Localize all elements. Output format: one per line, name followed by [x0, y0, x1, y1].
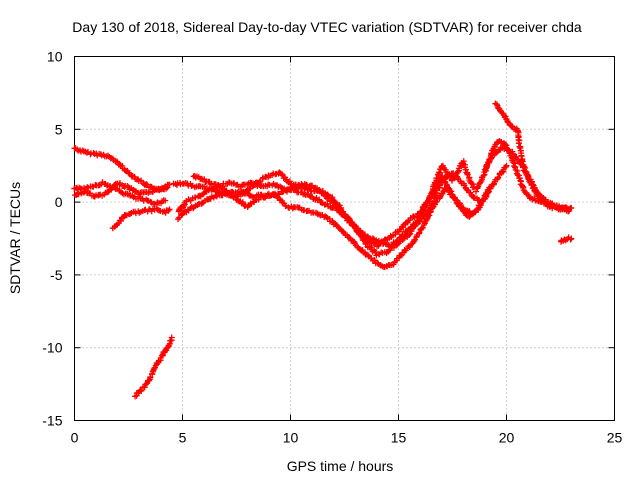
data-point [406, 231, 413, 238]
data-point [504, 118, 511, 125]
data-point [493, 149, 500, 156]
data-point [323, 214, 330, 221]
data-point [161, 184, 168, 191]
y-axis-label: SDTVAR / TECUs [7, 182, 23, 294]
series-track-11 [492, 100, 575, 212]
x-tick-label: 0 [71, 430, 79, 446]
y-tick-labels: -15 -10 -5 0 5 10 [42, 49, 62, 429]
data-point [448, 191, 455, 198]
data-point [91, 193, 98, 200]
series-track-9 [174, 184, 493, 271]
data-point [469, 211, 476, 218]
data-point [450, 170, 457, 177]
data-point [411, 223, 418, 230]
x-tick-label: 5 [179, 430, 187, 446]
data-point [494, 175, 501, 182]
data-point [184, 206, 191, 213]
data-point [147, 198, 154, 205]
data-point [528, 178, 535, 185]
data-point [366, 243, 373, 250]
data-point [174, 216, 181, 223]
data-point [165, 207, 172, 214]
data-point [427, 208, 434, 215]
series-track-3 [72, 180, 173, 200]
y-tick-label: 0 [55, 194, 63, 210]
y-tick-label: 10 [47, 49, 63, 65]
x-axis-label: GPS time / hours [287, 458, 394, 474]
x-tick-label: 15 [391, 430, 407, 446]
x-tick-label: 10 [283, 430, 299, 446]
data-point [525, 173, 532, 180]
data-point [566, 207, 573, 214]
plot-frame [74, 56, 615, 421]
data-point [486, 184, 493, 191]
data-points [71, 100, 575, 400]
data-point [162, 197, 169, 204]
data-point [197, 192, 204, 199]
data-point [510, 159, 517, 166]
data-point [418, 225, 425, 232]
data-point [168, 334, 175, 341]
data-point [424, 198, 431, 205]
data-point [138, 387, 145, 394]
data-point [146, 377, 153, 384]
data-point [264, 191, 271, 198]
y-tick-label: -15 [42, 413, 62, 429]
data-point [282, 203, 289, 210]
data-point [369, 235, 376, 242]
data-point [143, 181, 150, 188]
data-point [426, 212, 433, 219]
data-point [141, 384, 148, 391]
data-point [419, 224, 426, 231]
x-tick-label: 25 [607, 430, 623, 446]
data-point [568, 235, 575, 242]
data-point [454, 168, 461, 175]
series-track-4 [109, 205, 173, 232]
data-point [365, 252, 372, 259]
data-point [166, 181, 173, 188]
data-point [79, 147, 86, 154]
series-track-13 [558, 234, 575, 245]
y-tick-label: 5 [55, 121, 63, 137]
data-point [473, 188, 480, 195]
data-point [502, 113, 509, 120]
chart-title: Day 130 of 2018, Sidereal Day-to-day VTE… [72, 19, 582, 35]
data-point [529, 181, 536, 188]
data-point [339, 209, 346, 216]
x-tick-label: 20 [499, 430, 515, 446]
data-point [440, 188, 447, 195]
data-point [433, 198, 440, 205]
y-tick-label: -5 [50, 267, 63, 283]
data-point [539, 194, 546, 201]
series-track-5 [132, 334, 175, 400]
series-track-12 [481, 143, 573, 215]
data-point [516, 143, 523, 150]
data-point [503, 162, 510, 169]
data-point [480, 172, 487, 179]
data-point [412, 222, 419, 229]
data-point [416, 214, 423, 221]
data-point [432, 199, 439, 206]
data-point [127, 210, 134, 217]
y-tick-label: -10 [42, 340, 62, 356]
data-point [166, 206, 173, 213]
data-point [362, 240, 369, 247]
x-tick-labels: 0 5 10 15 20 25 [71, 430, 623, 446]
series-track-1 [71, 145, 171, 193]
data-point [142, 381, 149, 388]
data-point [567, 236, 574, 243]
data-point [502, 163, 509, 170]
